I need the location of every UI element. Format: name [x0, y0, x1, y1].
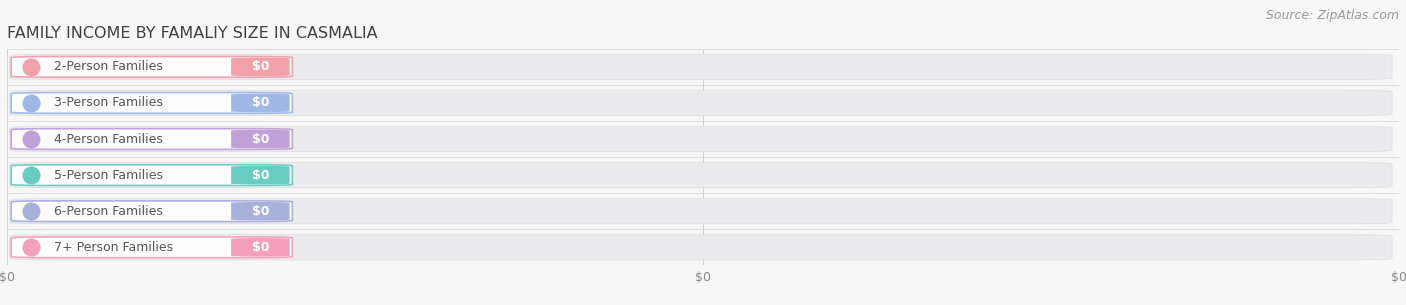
FancyBboxPatch shape	[10, 90, 1392, 116]
FancyBboxPatch shape	[10, 163, 1392, 188]
Text: FAMILY INCOME BY FAMALIY SIZE IN CASMALIA: FAMILY INCOME BY FAMALIY SIZE IN CASMALI…	[7, 26, 378, 41]
Text: 3-Person Families: 3-Person Families	[55, 96, 163, 109]
FancyBboxPatch shape	[231, 238, 290, 257]
FancyBboxPatch shape	[11, 129, 292, 149]
FancyBboxPatch shape	[11, 165, 292, 185]
FancyBboxPatch shape	[11, 201, 292, 221]
Text: 4-Person Families: 4-Person Families	[55, 133, 163, 145]
FancyBboxPatch shape	[231, 94, 290, 112]
FancyBboxPatch shape	[231, 202, 290, 221]
Text: $0: $0	[252, 241, 269, 254]
FancyBboxPatch shape	[11, 93, 292, 113]
FancyBboxPatch shape	[231, 130, 290, 148]
FancyBboxPatch shape	[231, 58, 290, 76]
Text: $0: $0	[252, 96, 269, 109]
Text: $0: $0	[252, 60, 269, 73]
FancyBboxPatch shape	[11, 56, 292, 77]
Text: $0: $0	[252, 205, 269, 218]
Text: 7+ Person Families: 7+ Person Families	[55, 241, 173, 254]
FancyBboxPatch shape	[10, 235, 1392, 260]
FancyBboxPatch shape	[10, 199, 1392, 224]
Text: 6-Person Families: 6-Person Families	[55, 205, 163, 218]
Text: 5-Person Families: 5-Person Families	[55, 169, 163, 181]
FancyBboxPatch shape	[10, 54, 1392, 80]
Text: $0: $0	[252, 169, 269, 181]
Text: Source: ZipAtlas.com: Source: ZipAtlas.com	[1265, 9, 1399, 22]
Text: 2-Person Families: 2-Person Families	[55, 60, 163, 73]
FancyBboxPatch shape	[10, 126, 1392, 152]
Text: $0: $0	[252, 133, 269, 145]
FancyBboxPatch shape	[11, 237, 292, 258]
FancyBboxPatch shape	[231, 166, 290, 185]
